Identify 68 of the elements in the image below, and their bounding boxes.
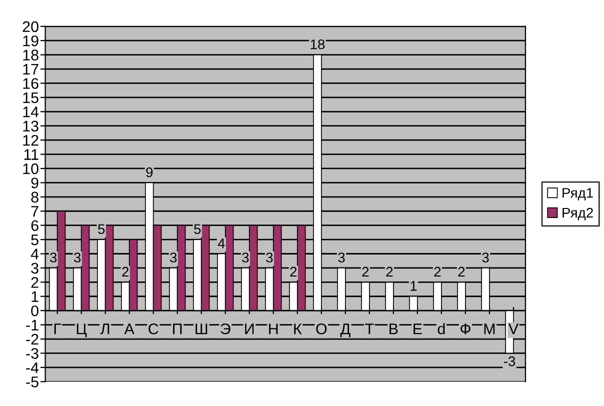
y-tick-label: 12 xyxy=(23,134,38,146)
data-label: 2 xyxy=(362,266,369,277)
legend-label: Ряд1 xyxy=(562,188,593,200)
x-tick-label: А xyxy=(124,324,134,334)
x-tick-label: V xyxy=(508,324,519,334)
y-tick-label: 0 xyxy=(31,305,38,316)
y-tick-label: 18 xyxy=(23,50,38,60)
data-label: 3 xyxy=(170,252,177,262)
x-tick-label: Т xyxy=(365,324,374,334)
data-label: 5 xyxy=(98,224,105,234)
data-label: 3 xyxy=(482,252,489,262)
y-tick-label: 13 xyxy=(23,120,38,132)
data-label: 2 xyxy=(386,266,393,277)
x-tick-label: С xyxy=(148,323,158,334)
x-tick-label: Д xyxy=(340,324,350,338)
data-label: -3 xyxy=(504,356,516,366)
x-tick-label: К xyxy=(294,324,302,334)
x-tick-label: И xyxy=(245,324,254,334)
data-label: 3 xyxy=(74,252,81,262)
data-label: 18 xyxy=(310,39,325,50)
y-tick-label: -2 xyxy=(26,334,38,345)
x-tick-label: Г xyxy=(54,324,62,334)
x-tick-label: Ц xyxy=(76,324,87,338)
x-tick-label: П xyxy=(173,324,182,334)
data-label: 2 xyxy=(458,266,465,277)
y-tick-label: 11 xyxy=(24,149,38,160)
data-label: 9 xyxy=(146,167,153,178)
data-label: 5 xyxy=(194,224,201,234)
x-tick-label: В xyxy=(390,324,398,334)
data-label: 3 xyxy=(266,252,273,262)
y-tick-label: 4 xyxy=(30,248,39,260)
y-tick-label: 1 xyxy=(32,291,38,302)
data-label: 2 xyxy=(434,266,441,277)
x-tick-label: М xyxy=(484,324,495,334)
y-tick-label: 5 xyxy=(31,234,38,246)
data-label: 4 xyxy=(218,238,225,248)
y-tick-label: 14 xyxy=(23,106,39,118)
x-tick-label: Е xyxy=(414,324,422,334)
x-tick-label: Л xyxy=(100,324,110,334)
y-tick-label: 2 xyxy=(31,277,38,288)
y-tick-label: -1 xyxy=(26,320,38,330)
x-tick-label: d xyxy=(438,323,445,334)
y-tick-label: -3 xyxy=(26,348,38,359)
data-label: 2 xyxy=(122,266,129,277)
x-tick-label: Э xyxy=(220,323,230,334)
legend-label: Ряд2 xyxy=(562,208,593,220)
data-label: 3 xyxy=(338,252,345,262)
y-tick-label: 7 xyxy=(31,206,38,217)
x-tick-label: О xyxy=(316,323,327,334)
y-tick-label: 6 xyxy=(31,220,38,232)
y-tick-label: 16 xyxy=(23,78,38,89)
y-tick-label: 19 xyxy=(23,35,38,46)
y-tick-label: -5 xyxy=(26,376,38,388)
data-label: 3 xyxy=(50,252,57,262)
y-tick-label: 17 xyxy=(23,64,38,75)
x-tick-label: Ш xyxy=(196,324,208,334)
y-tick-label: -4 xyxy=(26,362,39,373)
x-tick-label: Н xyxy=(269,324,278,334)
data-label: 3 xyxy=(242,252,249,262)
y-tick-label: 10 xyxy=(23,163,38,174)
y-tick-label: 20 xyxy=(22,21,38,32)
y-tick-label: 3 xyxy=(31,262,38,274)
y-tick-label: 8 xyxy=(31,192,38,203)
data-label: 1 xyxy=(410,281,417,291)
y-tick-label: 15 xyxy=(23,92,38,104)
y-tick-label: 9 xyxy=(31,178,38,188)
data-label: 2 xyxy=(290,266,297,277)
x-tick-label: Ф xyxy=(460,324,470,334)
